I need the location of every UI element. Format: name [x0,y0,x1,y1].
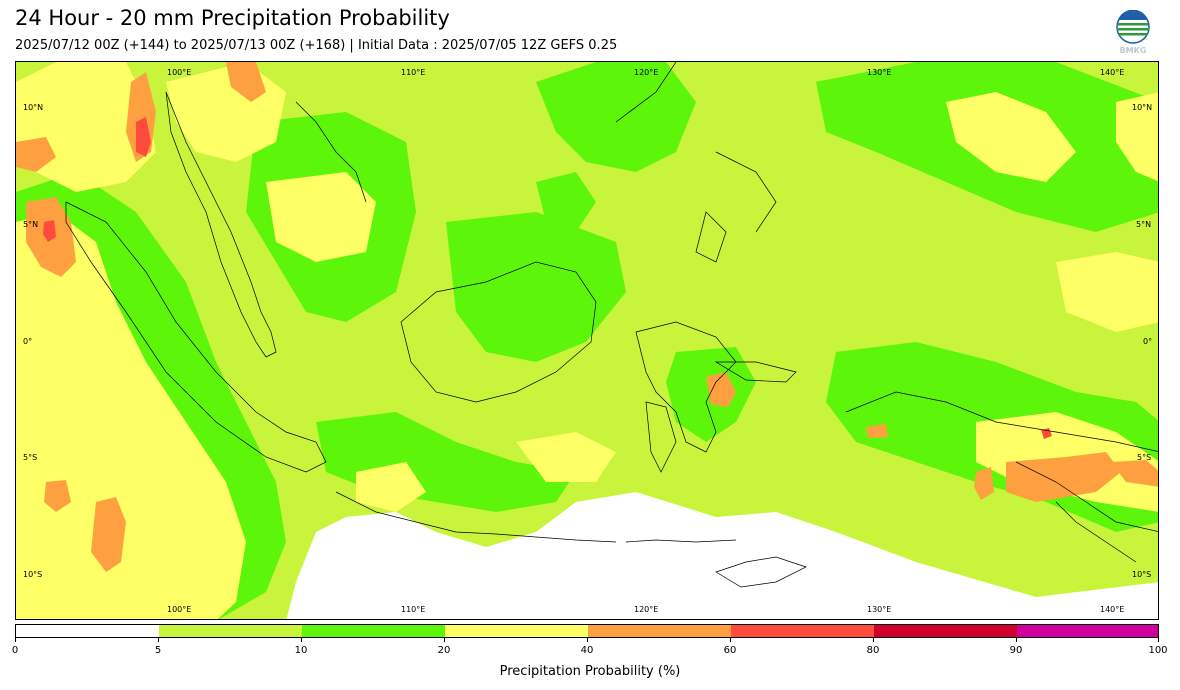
colorbar-label-10: 10 [294,645,308,656]
lon-label-bottom-130: 130°E [867,605,892,614]
logo-text: BMKG [1120,46,1147,55]
lon-label-bottom-110: 110°E [401,605,426,614]
colorbar-tick [158,638,159,642]
colorbar-segment-60-80 [731,625,874,637]
lon-label-top-140: 140°E [1100,68,1125,77]
colorbar-tick [15,638,16,642]
precipitation-map: 100°E 110°E 120°E 130°E 140°E 100°E 110°… [15,61,1159,620]
map-canvas [16,62,1158,619]
lat-label-left-10s: 10°S [23,570,43,579]
lat-label-right-0: 0° [1143,337,1153,346]
page-subtitle: 2025/07/12 00Z (+144) to 2025/07/13 00Z … [15,38,618,53]
page-title: 24 Hour - 20 mm Precipitation Probabilit… [15,6,450,30]
colorbar-label-0: 0 [11,645,19,656]
colorbar-label-20: 20 [437,645,451,656]
colorbar-label-90: 90 [1009,645,1023,656]
prob-60-80-areas [43,117,1052,439]
colorbar-tick [1016,638,1017,642]
lon-label-bottom-120: 120°E [634,605,659,614]
colorbar-segment-0-5 [16,625,159,637]
colorbar-tick [444,638,445,642]
colorbar-tick [301,638,302,642]
colorbar-segment-90-100 [1017,625,1158,637]
lat-label-left-5s: 5°S [23,453,38,462]
lon-label-top-130: 130°E [867,68,892,77]
lat-label-right-5s: 5°S [1137,453,1152,462]
colorbar-segment-5-10 [159,625,302,637]
colorbar-label-60: 60 [723,645,737,656]
coastlines [65,62,1158,588]
lat-label-left-5n: 5°N [23,220,39,229]
lon-label-bottom-140: 140°E [1100,605,1125,614]
colorbar-segment-80-90 [874,625,1017,637]
colorbar-label-100: 100 [1148,645,1168,656]
colorbar-segment-10-20 [302,625,445,637]
lat-label-right-10n: 10°N [1132,103,1153,112]
colorbar-segment-40-60 [588,625,731,637]
lat-label-left-10n: 10°N [23,103,44,112]
colorbar-label-80: 80 [866,645,880,656]
lon-label-top-100: 100°E [167,68,192,77]
colorbar-tick [587,638,588,642]
lon-label-top-110: 110°E [401,68,426,77]
colorbar-label-5: 5 [154,645,162,656]
bmkg-logo: BMKG [1112,9,1154,56]
lat-label-left-0: 0° [23,337,33,346]
colorbar-segment-20-40 [445,625,588,637]
lat-label-right-5n: 5°N [1136,220,1152,229]
prob-40-60-areas [16,62,1158,572]
colorbar-tick [1158,638,1159,642]
colorbar [15,624,1159,638]
prob-20-40-areas [16,62,1158,619]
colorbar-tick [873,638,874,642]
lon-label-bottom-100: 100°E [167,605,192,614]
lon-label-top-120: 120°E [634,68,659,77]
lat-label-right-10s: 10°S [1132,570,1152,579]
colorbar-title: Precipitation Probability (%) [499,664,681,679]
colorbar-tick [730,638,731,642]
colorbar-label-40: 40 [580,645,594,656]
